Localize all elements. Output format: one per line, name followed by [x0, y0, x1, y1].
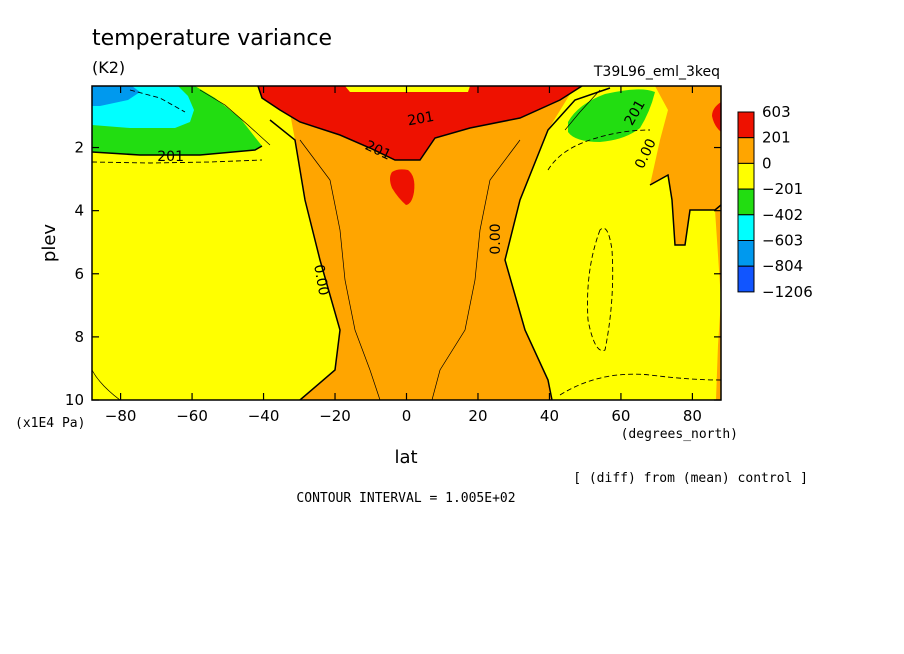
region-blob-603 [390, 169, 415, 205]
y-tick-label: 8 [74, 328, 84, 346]
x-axis-units: (degrees_north) [621, 427, 738, 442]
region-edge-603 [712, 102, 721, 132]
x-tick-label: 60 [611, 407, 630, 425]
colorbar-swatch-1 [737, 137, 755, 164]
x-tick-label: −60 [176, 407, 208, 425]
colorbar-label-0: 603 [762, 103, 791, 121]
colorbar-label-1: 201 [762, 129, 791, 147]
chart-title: temperature variance [92, 26, 332, 51]
x-axis-ticks: −80 −60 −40 −20 0 20 40 60 80 [105, 86, 702, 425]
x-tick-label: −40 [248, 407, 280, 425]
chart-units: (K2) [92, 58, 125, 77]
x-tick-label: −80 [105, 407, 137, 425]
x-axis-label: lat [394, 447, 417, 468]
colorbar-label-3: −201 [762, 180, 803, 198]
contour-interval-label: CONTOUR INTERVAL = 1.005E+02 [296, 491, 515, 506]
colorbar-label-4: −402 [762, 206, 803, 224]
contour-label-1: 201 [406, 109, 435, 129]
x-tick-label: 80 [683, 407, 702, 425]
contour-label-0: 201 [157, 149, 184, 165]
y-axis-label: plev [39, 224, 60, 263]
colorbar-swatch-3 [737, 188, 755, 216]
region-right-negative [568, 89, 655, 142]
y-tick-label: 4 [74, 202, 84, 220]
x-tick-label: 20 [468, 407, 487, 425]
colorbar: 603 201 0 −201 −402 −603 −804 −1206 [737, 103, 813, 301]
y-axis-units: (x1E4 Pa) [15, 416, 85, 431]
region-top-603 [258, 86, 582, 160]
y-tick-label: 10 [65, 391, 84, 409]
region-central-positive [285, 86, 575, 400]
colorbar-swatch-2 [737, 162, 755, 190]
colorbar-swatch-5 [737, 240, 755, 267]
contour-label-5: 0.00 [310, 263, 331, 296]
region-left-804neg [92, 86, 140, 106]
colorbar-label-6: −804 [762, 257, 803, 275]
run-label: T39L96_eml_3keq [593, 64, 720, 80]
colorbar-swatch-0 [737, 111, 755, 139]
region-right-positive [650, 86, 721, 400]
colorbar-label-2: 0 [762, 154, 772, 172]
colorbar-label-7: −1206 [762, 283, 813, 301]
y-tick-label: 2 [74, 139, 84, 157]
y-axis-ticks: 2 4 6 8 10 [65, 139, 721, 409]
contour-lines-solid [92, 86, 721, 400]
x-tick-label: 0 [402, 407, 412, 425]
x-tick-label: −20 [319, 407, 351, 425]
contour-label-6: 0.00 [488, 223, 504, 254]
colorbar-swatch-6 [737, 265, 755, 293]
contour-lines-dashed [92, 89, 721, 396]
comparison-note: [ (diff) from (mean) control ] [573, 471, 808, 486]
colorbar-swatch-4 [737, 214, 755, 242]
y-tick-label: 6 [74, 265, 84, 283]
region-top-gap [345, 86, 470, 92]
colorbar-label-5: −603 [762, 232, 803, 250]
x-tick-label: 40 [540, 407, 559, 425]
contour-lines-thin [92, 89, 601, 400]
